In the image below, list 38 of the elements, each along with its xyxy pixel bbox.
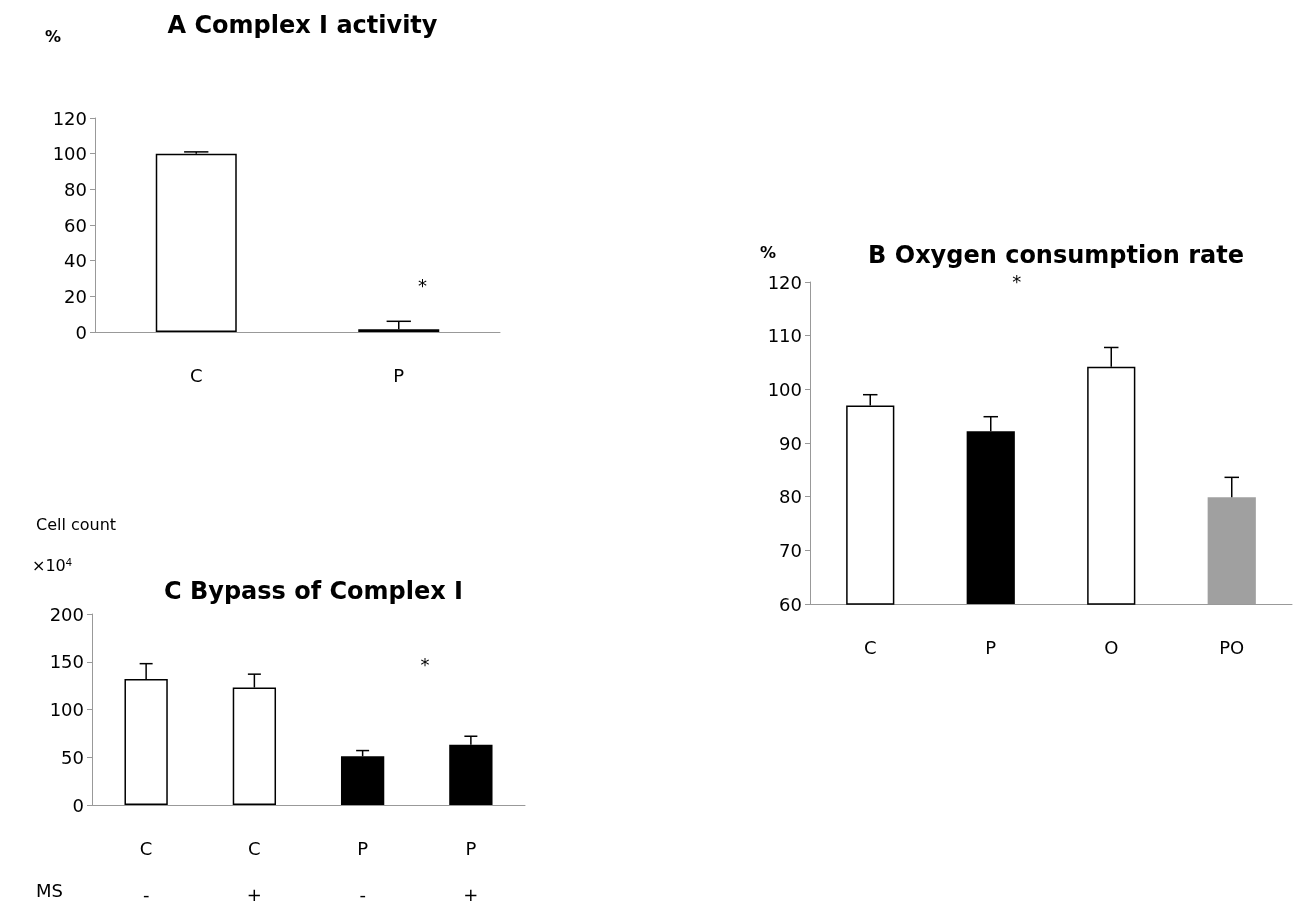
chart-title: B Oxygen consumption rate [868, 241, 1244, 269]
y-tick-label: 50 [61, 746, 84, 768]
y-tick-label: 100 [49, 699, 84, 720]
x-tick-label: C [863, 636, 877, 658]
y-tick-label: 80 [779, 486, 802, 508]
x-axis-title: MS [36, 879, 63, 901]
y-tick-label: 0 [75, 321, 87, 343]
y-tick-label: 110 [767, 325, 802, 347]
x-tick-label: O [1104, 636, 1119, 658]
y-tick-label: 120 [52, 107, 87, 129]
chart-title: C Bypass of Complex I [163, 577, 464, 605]
x-tick-label: PO [1219, 636, 1245, 658]
y-tick-label: 60 [64, 214, 87, 236]
y-axis-title: % [760, 242, 777, 262]
y-tick-label: 100 [52, 143, 87, 165]
annotation: * [420, 653, 430, 675]
y-axis-title: % [45, 26, 62, 46]
y-tick-label: 200 [49, 603, 84, 625]
x-tick-label: P [985, 636, 997, 658]
category-label: P - [357, 837, 369, 905]
annotation: * [418, 274, 428, 296]
y-tick-label: 40 [64, 250, 87, 272]
y-tick-label: 20 [64, 285, 87, 307]
chart-title: A Complex I activity [167, 11, 438, 39]
y-tick-label: 70 [779, 539, 802, 561]
y-tick-label: 90 [779, 432, 802, 454]
annotation: * [1012, 270, 1022, 292]
y-tick-label: 120 [767, 271, 802, 293]
category-label: P + [463, 837, 479, 905]
y-tick-label: 100 [767, 378, 802, 400]
y-tick-label: 150 [49, 651, 84, 673]
category-label: C + [246, 837, 262, 905]
category-label: C - [139, 837, 153, 905]
x-tick-label: P [393, 364, 405, 386]
x-tick-label: C [189, 364, 203, 386]
y-tick-label: 80 [64, 178, 87, 200]
y-tick-label: 0 [72, 794, 84, 816]
y-tick-label: 60 [779, 593, 802, 615]
